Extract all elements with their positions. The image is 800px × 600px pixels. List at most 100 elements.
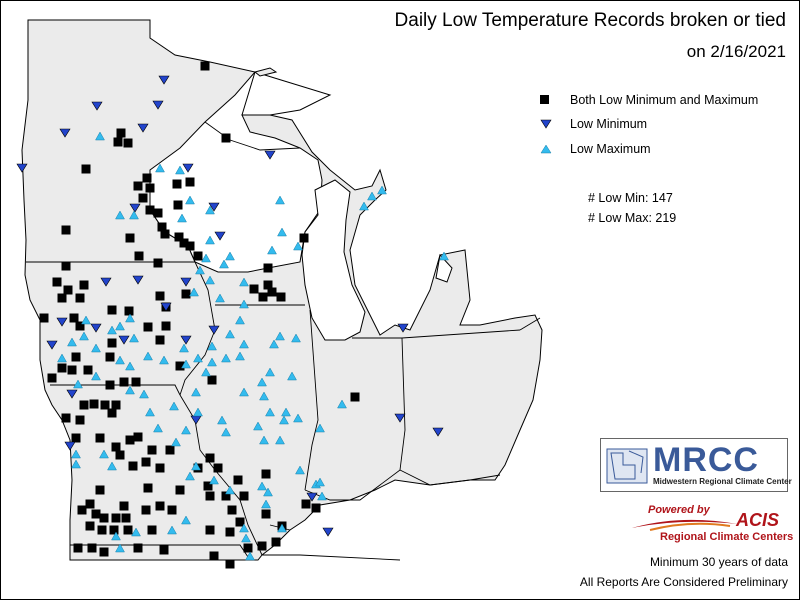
both-low-marker [107, 338, 117, 348]
low-maximum-marker [315, 423, 325, 433]
low-maximum-marker [367, 191, 377, 201]
low-maximum-marker [337, 399, 347, 409]
legend-label-low-max: Low Maximum [570, 142, 651, 156]
both-low-marker [143, 483, 153, 493]
low-maximum-marker [359, 201, 369, 211]
low-minimum-marker [152, 100, 164, 110]
low-maximum-marker [195, 265, 205, 275]
low-maximum-marker [225, 485, 235, 495]
map-date: on 2/16/2021 [686, 42, 786, 61]
both-low-marker [79, 280, 89, 290]
low-maximum-marker [275, 195, 285, 205]
both-low-marker [47, 373, 57, 383]
low-maximum-marker [189, 287, 199, 297]
low-maximum-marker [275, 435, 285, 445]
low-maximum-marker [159, 355, 169, 365]
low-maximum-marker [193, 353, 203, 363]
low-maximum-marker [175, 165, 185, 175]
cyan-up-triangle-icon [540, 144, 570, 154]
low-maximum-marker [245, 551, 255, 561]
low-maximum-marker [139, 389, 149, 399]
low-maximum-marker [293, 413, 303, 423]
low-maximum-marker [235, 351, 245, 361]
both-low-marker [75, 321, 85, 331]
low-maximum-marker [191, 461, 201, 471]
low-maximum-marker [239, 277, 249, 287]
low-minimum-marker [322, 527, 334, 537]
mrcc-logo-text: MRCC [653, 441, 759, 479]
both-low-marker [111, 442, 121, 452]
low-maximum-marker [73, 379, 83, 389]
footer-preliminary: All Reports Are Considered Preliminary [579, 575, 788, 589]
both-low-marker [63, 285, 73, 295]
mrcc-logo-subtitle: Midwestern Regional Climate Center [653, 477, 792, 486]
low-minimum-marker [90, 323, 102, 333]
both-low-marker [205, 525, 215, 535]
low-maximum-marker [241, 533, 251, 543]
acis-logo-subtitle: Regional Climate Centers [660, 531, 794, 543]
both-low-marker [225, 527, 235, 537]
both-low-marker [165, 445, 175, 455]
both-low-marker [209, 551, 219, 561]
midwest-map-icon [606, 448, 648, 484]
both-low-marker [205, 453, 215, 463]
low-maximum-marker [71, 459, 81, 469]
low-minimum-marker [16, 163, 28, 173]
both-low-marker [249, 284, 259, 294]
legend-item-low-min: Low Minimum [540, 115, 647, 133]
low-maximum-marker [71, 449, 81, 459]
both-low-marker [160, 229, 170, 239]
low-maximum-marker [259, 435, 269, 445]
low-minimum-marker [180, 277, 192, 287]
both-low-marker [124, 306, 134, 316]
low-maximum-marker [377, 185, 387, 195]
low-maximum-marker [221, 427, 231, 437]
both-low-marker [71, 352, 81, 362]
both-low-marker [133, 181, 143, 191]
both-low-marker [83, 365, 93, 375]
saginaw-bay [435, 253, 453, 283]
markers-low-maximum [57, 131, 449, 561]
low-maximum-marker [277, 523, 287, 533]
low-maximum-marker [205, 205, 215, 215]
legend-label-low-min: Low Minimum [570, 117, 648, 131]
low-maximum-marker [257, 377, 267, 387]
both-low-marker [185, 241, 195, 251]
low-maximum-marker [115, 321, 125, 331]
both-low-marker [173, 200, 183, 210]
both-low-marker [128, 461, 138, 471]
both-low-marker [185, 177, 195, 187]
low-maximum-marker [269, 339, 279, 349]
low-maximum-marker [253, 421, 263, 431]
low-minimum-marker [208, 202, 220, 212]
low-maximum-marker [239, 387, 249, 397]
both-low-marker [91, 509, 101, 519]
both-low-marker [81, 164, 91, 174]
mrcc-logo: MRCC Midwestern Regional Climate Center [600, 438, 792, 492]
both-low-marker [174, 232, 184, 242]
both-low-marker [109, 525, 119, 535]
both-low-marker [85, 521, 95, 531]
low-maximum-marker [235, 315, 245, 325]
both-low-marker [69, 313, 79, 323]
low-minimum-marker [182, 163, 194, 173]
both-low-marker [119, 377, 129, 387]
map-title: Daily Low Temperature Records broken or … [394, 10, 786, 31]
low-maximum-marker [265, 407, 275, 417]
low-minimum-marker [100, 277, 112, 287]
low-maximum-marker [171, 437, 181, 447]
both-low-marker [73, 543, 83, 553]
both-low-marker [105, 352, 115, 362]
both-low-marker [153, 208, 163, 218]
both-low-marker [301, 499, 311, 509]
both-low-marker [181, 289, 191, 299]
both-low-marker [115, 450, 125, 460]
low-minimum-marker [160, 302, 172, 312]
low-maximum-marker [99, 449, 109, 459]
low-maximum-marker [239, 339, 249, 349]
both-low-marker [121, 513, 131, 523]
both-low-marker [263, 263, 273, 273]
both-low-marker [271, 537, 281, 547]
low-maximum-marker [107, 325, 117, 335]
low-maximum-marker [317, 491, 327, 501]
